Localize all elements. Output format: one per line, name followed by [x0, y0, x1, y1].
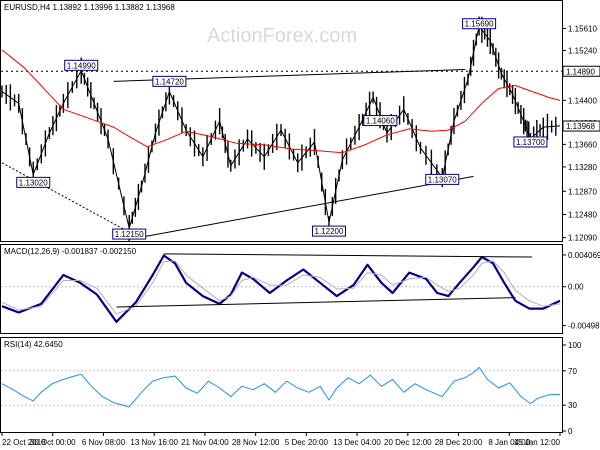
y-tick-label: 30 — [568, 401, 577, 410]
price-annotation-box — [363, 115, 398, 127]
rsi-panel-title: RSI(14) 42.6450 — [4, 340, 63, 349]
y-tick-label: 1.12090 — [568, 234, 597, 243]
price-annotation-box — [311, 225, 346, 237]
price-panel: 1.156101.152401.144001.140201.136601.132… — [1, 16, 600, 243]
trendline — [163, 253, 533, 258]
y-tick-label: 0.004069 — [568, 251, 600, 260]
price-annotation-label: 1.12150 — [115, 230, 144, 239]
moving-average-line — [1, 49, 561, 154]
watermark: ActionForex.com — [207, 25, 357, 47]
macd-panel-title: MACD(12,26,9) -0.001837 -0.002150 — [4, 247, 137, 256]
price-annotation-label: 1.14720 — [155, 77, 184, 86]
x-tick-label: 13 Nov 16:00 — [130, 438, 178, 447]
price-annotation-box — [462, 18, 497, 30]
x-tick-label: 22 Oct 2018 — [2, 438, 46, 447]
x-tick-label: 28 Nov 12:00 — [232, 438, 280, 447]
price-annotation-box — [513, 136, 548, 148]
price-annotation-box — [425, 173, 460, 185]
x-tick-label: 28 Dec 20:00 — [435, 438, 483, 447]
y-tick-label: 1.13660 — [568, 140, 597, 149]
y-tick-label: 100 — [568, 341, 582, 350]
x-tick-label: 30 Oct 00:00 — [30, 438, 76, 447]
x-tick-label: 13 Dec 04:00 — [333, 438, 381, 447]
current-price-box — [562, 120, 600, 132]
x-tick-label: 20 Dec 12:00 — [384, 438, 432, 447]
y-tick-label: 1.14400 — [568, 96, 597, 105]
rsi-line — [1, 366, 561, 408]
x-tick-label: 15 Jan 12:00 — [514, 438, 561, 447]
y-tick-label: 1.15240 — [568, 46, 597, 55]
rsi-panel-frame — [0, 337, 563, 433]
price-annotation-label: 1.12200 — [315, 227, 344, 236]
rsi-panel: 100 70 30 0 — [1, 341, 582, 436]
y-tick-label: 70 — [568, 367, 577, 376]
resistance-label-box — [562, 65, 600, 77]
x-tick-label: 8 Jan 04:00 — [488, 438, 530, 447]
macd-panel-frame — [0, 244, 563, 334]
y-tick-label: 0.00 — [568, 283, 584, 292]
resistance-label: 1.14890 — [566, 67, 595, 76]
price-annotation-label: 1.14990 — [67, 61, 96, 70]
trendline — [1, 162, 137, 237]
price-annotation-box — [152, 75, 187, 87]
price-annotation-box — [112, 228, 147, 240]
y-tick-label: 0 — [568, 427, 573, 436]
trendline — [138, 175, 474, 239]
price-annotation-label: 1.13070 — [428, 175, 457, 184]
trendline — [116, 297, 516, 308]
x-tick-label: 6 Nov 08:00 — [82, 438, 126, 447]
price-panel-title: EURUSD,H4 1.13892 1.13996 1.13882 1.1396… — [4, 3, 175, 12]
current-price-label: 1.13968 — [566, 122, 595, 131]
macd-line — [1, 254, 561, 323]
y-tick-label: 1.12480 — [568, 210, 597, 219]
x-tick-label: 21 Nov 04:00 — [181, 438, 229, 447]
y-tick-label: 1.12870 — [568, 187, 597, 196]
signal-line — [1, 260, 561, 315]
price-annotation-box — [16, 176, 51, 188]
price-annotation-label: 1.15690 — [465, 20, 494, 29]
y-tick-label: 1.13280 — [568, 163, 597, 172]
price-annotation-label: 1.13020 — [19, 178, 48, 187]
price-annotation-label: 1.13700 — [516, 138, 545, 147]
x-tick-label: 5 Dec 20:00 — [285, 438, 329, 447]
price-annotation-label: 1.14060 — [366, 117, 395, 126]
price-annotation-box — [64, 59, 99, 71]
y-tick-label: 1.15610 — [568, 24, 597, 33]
